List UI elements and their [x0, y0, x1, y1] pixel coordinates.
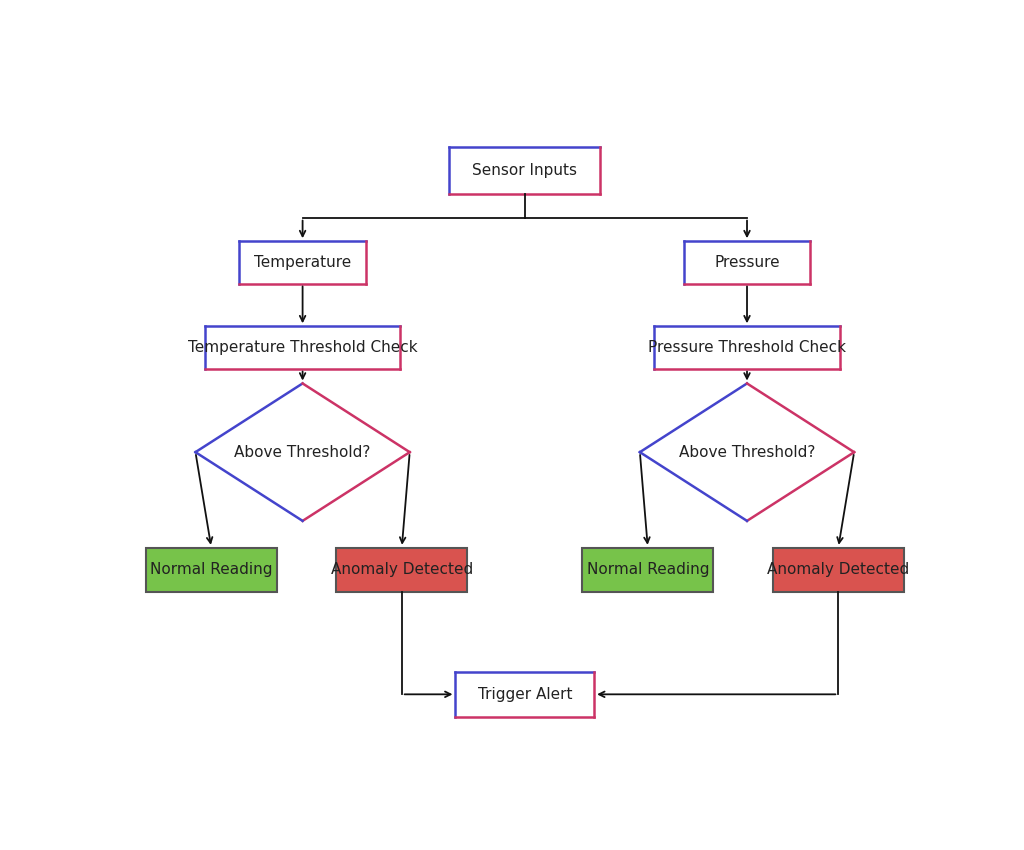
Bar	[450, 147, 600, 195]
Bar	[206, 326, 399, 369]
Bar	[583, 547, 714, 592]
Polygon shape	[640, 383, 854, 521]
Text: Anomaly Detected: Anomaly Detected	[331, 563, 473, 577]
Bar	[773, 547, 904, 592]
Text: Pressure: Pressure	[714, 255, 780, 269]
Bar	[336, 547, 467, 592]
Text: Above Threshold?: Above Threshold?	[679, 445, 815, 460]
Text: Normal Reading: Normal Reading	[151, 563, 272, 577]
Bar	[336, 547, 467, 592]
Text: Normal Reading: Normal Reading	[587, 563, 709, 577]
Bar	[773, 547, 904, 592]
Bar	[456, 672, 594, 717]
Text: Sensor Inputs: Sensor Inputs	[472, 163, 578, 178]
Text: Temperature Threshold Check: Temperature Threshold Check	[187, 340, 418, 355]
Text: Above Threshold?: Above Threshold?	[234, 445, 371, 460]
Text: Trigger Alert: Trigger Alert	[477, 687, 572, 702]
Bar	[145, 547, 276, 592]
Text: Pressure Threshold Check: Pressure Threshold Check	[648, 340, 846, 355]
Bar	[240, 241, 367, 284]
Bar	[583, 547, 714, 592]
Text: Temperature: Temperature	[254, 255, 351, 269]
Bar	[684, 241, 811, 284]
Bar	[653, 326, 841, 369]
Bar	[145, 547, 276, 592]
Polygon shape	[196, 383, 410, 521]
Text: Anomaly Detected: Anomaly Detected	[767, 563, 909, 577]
